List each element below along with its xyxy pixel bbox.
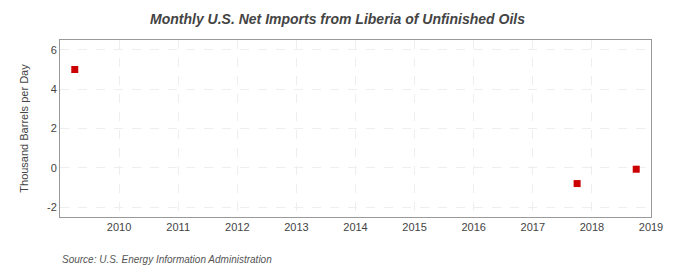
svg-text:-2: -2 xyxy=(47,201,57,213)
svg-text:6: 6 xyxy=(51,44,57,56)
svg-text:2012: 2012 xyxy=(225,221,249,233)
svg-text:2016: 2016 xyxy=(461,221,485,233)
svg-text:0: 0 xyxy=(51,162,57,174)
svg-text:2015: 2015 xyxy=(402,221,426,233)
svg-text:4: 4 xyxy=(51,83,57,95)
svg-text:2017: 2017 xyxy=(521,221,545,233)
svg-text:Source: U.S. Energy Informatio: Source: U.S. Energy Information Administ… xyxy=(62,254,272,265)
svg-text:2011: 2011 xyxy=(166,221,190,233)
svg-text:2: 2 xyxy=(51,122,57,134)
svg-text:Thousand Barrels per Day: Thousand Barrels per Day xyxy=(18,64,30,193)
svg-text:2013: 2013 xyxy=(284,221,308,233)
svg-text:Monthly U.S. Net Imports from: Monthly U.S. Net Imports from Liberia of… xyxy=(150,11,525,27)
svg-text:2019: 2019 xyxy=(639,221,663,233)
svg-text:2014: 2014 xyxy=(343,221,367,233)
svg-text:2010: 2010 xyxy=(107,221,131,233)
svg-text:2018: 2018 xyxy=(580,221,604,233)
